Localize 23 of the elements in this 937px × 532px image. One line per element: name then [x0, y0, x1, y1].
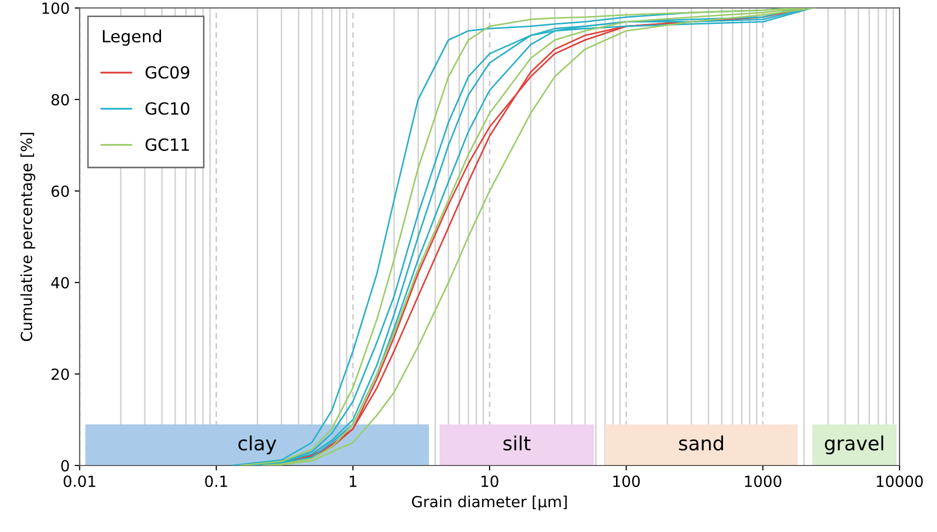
legend-label: GC10	[146, 102, 190, 115]
x-tick-label: 10	[482, 475, 498, 488]
y-tick-label: 80	[52, 94, 69, 106]
x-tick-label: 10000	[876, 475, 923, 488]
legend-title: Legend	[102, 30, 162, 46]
band-label: sand	[679, 436, 723, 451]
y-tick-label: 20	[52, 368, 69, 380]
x-tick-label: 100	[613, 475, 640, 488]
y-tick-label: 0	[61, 460, 69, 472]
x-axis-title: Grain diameter [µm]	[412, 496, 567, 510]
band-label: silt	[503, 436, 531, 451]
y-axis-title: Cumulative percentage [%]	[20, 132, 36, 342]
x-tick-label: 0.1	[205, 475, 228, 488]
legend-label: GC09	[146, 66, 190, 79]
y-tick-label: 40	[51, 276, 69, 289]
y-tick-label: 60	[52, 185, 69, 198]
x-tick-label: 1000	[745, 475, 782, 488]
band-label: gravel	[824, 436, 884, 454]
x-tick-label: 0.01	[64, 475, 96, 488]
x-tick-label: 1	[350, 476, 356, 487]
band-label: clay	[238, 436, 276, 454]
legend-label: GC11	[146, 138, 189, 151]
y-tick-label: 100	[42, 2, 69, 14]
